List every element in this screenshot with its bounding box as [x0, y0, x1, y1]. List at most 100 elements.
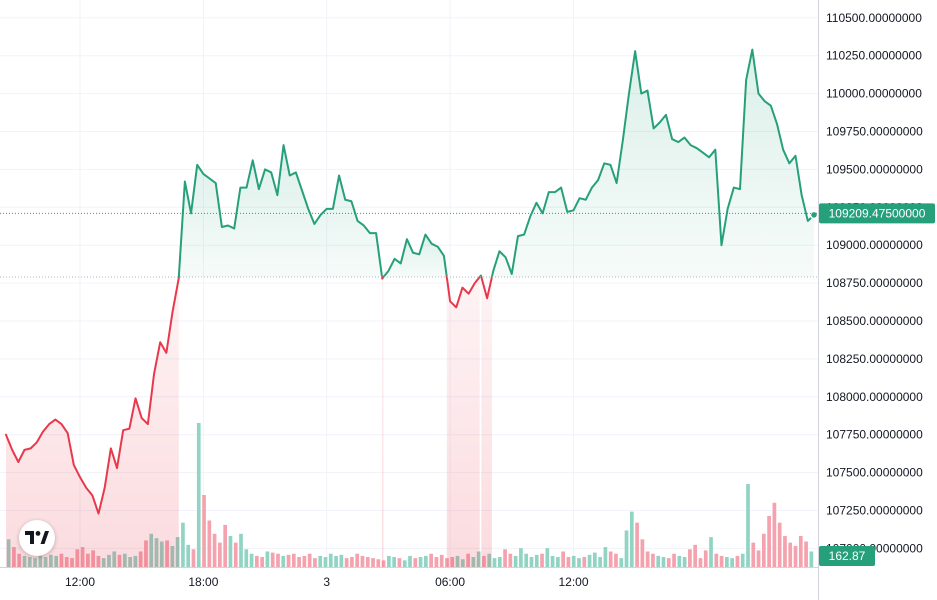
- y-tick-label: 110250.00000000: [826, 49, 922, 63]
- volume-bar: [202, 495, 206, 567]
- y-tick-label: 110500.00000000: [826, 11, 922, 25]
- y-tick-label: 109500.00000000: [826, 162, 923, 176]
- volume-bar: [529, 557, 534, 567]
- y-tick-label: 107500.00000000: [826, 466, 923, 480]
- area-fill-up: [383, 234, 447, 278]
- volume-bar: [798, 535, 803, 567]
- tradingview-logo[interactable]: [19, 520, 55, 556]
- volume-bar: [714, 553, 719, 567]
- volume-bar: [291, 553, 296, 567]
- y-tick-label: 107750.00000000: [826, 428, 923, 442]
- volume-bar: [698, 558, 703, 567]
- volume-bar: [688, 549, 692, 567]
- volume-bar: [640, 539, 645, 567]
- area-fill-down: [6, 277, 179, 567]
- x-tick-label: 12:00: [558, 575, 588, 589]
- volume-bar: [725, 557, 729, 567]
- volume-bar: [281, 555, 286, 567]
- volume-bar: [508, 553, 513, 567]
- volume-bar: [519, 548, 523, 567]
- volume-bar: [492, 558, 497, 567]
- volume-bar: [661, 557, 666, 567]
- volume-bar: [328, 553, 333, 567]
- volume-bar: [809, 551, 814, 567]
- price-axis[interactable]: 110500.00000000 110250.00000000 110000.000…: [826, 11, 923, 556]
- volume-bar: [656, 555, 661, 567]
- volume-bar: [608, 551, 613, 567]
- volume-bar: [497, 557, 502, 567]
- price-line-up: [177, 144, 384, 279]
- volume-bar: [719, 555, 724, 567]
- volume-bar: [735, 555, 740, 567]
- volume-bar: [693, 544, 698, 567]
- volume-label: 162.87: [829, 549, 866, 563]
- current-price-tag: [819, 203, 935, 224]
- x-tick-label: 18:00: [188, 575, 218, 589]
- time-axis[interactable]: 12:00 18:00 3 06:00 12:00: [65, 575, 589, 589]
- x-tick-label: 3: [323, 575, 330, 589]
- volume-bar: [387, 555, 391, 567]
- y-tick-label: 110000.00000000: [826, 87, 922, 101]
- volume-bar: [196, 423, 201, 567]
- volume-bar: [756, 550, 761, 567]
- volume-bar: [556, 557, 560, 567]
- y-tick-label: 109750.00000000: [826, 125, 923, 139]
- volume-bar: [249, 553, 254, 567]
- price-line: [5, 48, 819, 515]
- volume-bar: [503, 549, 507, 567]
- y-tick-label: 108750.00000000: [826, 276, 923, 290]
- volume-bar: [635, 522, 639, 567]
- volume-bar: [313, 558, 317, 567]
- volume-bar: [207, 520, 212, 567]
- volume-bar: [218, 542, 222, 567]
- volume-bar: [777, 522, 782, 567]
- volume-bar: [297, 557, 301, 567]
- x-tick-label: 06:00: [435, 575, 465, 589]
- volume-bar: [381, 560, 386, 567]
- volume-bar: [666, 558, 671, 567]
- volume-bar: [429, 553, 433, 567]
- y-tick-label: 109000.00000000: [826, 238, 923, 252]
- volume-bar: [181, 522, 185, 567]
- last-value-tags: 109209.47500000 162.87: [819, 203, 935, 566]
- reference-lines: [0, 212, 818, 278]
- volume-bar: [365, 557, 370, 567]
- price-line-up: [490, 48, 815, 279]
- volume-bar: [629, 511, 634, 567]
- volume-bar: [577, 558, 581, 567]
- volume-bar: [788, 542, 793, 567]
- volume-bar: [534, 554, 539, 567]
- volume-tag: [819, 546, 875, 566]
- volume-bar: [561, 551, 565, 567]
- volume-bar: [767, 516, 771, 567]
- volume-bar: [255, 555, 259, 567]
- volume-bar: [270, 552, 275, 567]
- volume-bar: [350, 557, 354, 567]
- area-fill-down: [446, 277, 480, 567]
- volume-bar: [339, 554, 344, 567]
- volume-bar: [376, 559, 381, 567]
- volume-bar: [239, 533, 243, 567]
- volume-bar: [402, 560, 407, 567]
- tradingview-logo-icon: [25, 531, 49, 544]
- volume-bar: [598, 557, 602, 567]
- volume-bar: [302, 555, 307, 567]
- volume-bar: [571, 555, 576, 567]
- y-tick-label: 107250.00000000: [826, 504, 923, 518]
- volume-bar: [265, 551, 270, 567]
- volume-bar: [592, 552, 597, 567]
- volume-bar: [413, 558, 418, 567]
- volume-bar: [434, 557, 439, 567]
- volume-bar: [614, 553, 618, 567]
- volume-bar: [423, 555, 428, 567]
- volume-bar: [730, 558, 734, 567]
- volume-bar: [740, 553, 745, 567]
- volume-bar: [286, 554, 291, 567]
- volume-bar: [603, 547, 608, 567]
- volume-bar: [418, 557, 423, 567]
- volume-bar: [228, 535, 233, 567]
- volume-bar: [677, 555, 682, 567]
- volume-bar: [624, 530, 629, 567]
- area-fill-down: [382, 277, 384, 567]
